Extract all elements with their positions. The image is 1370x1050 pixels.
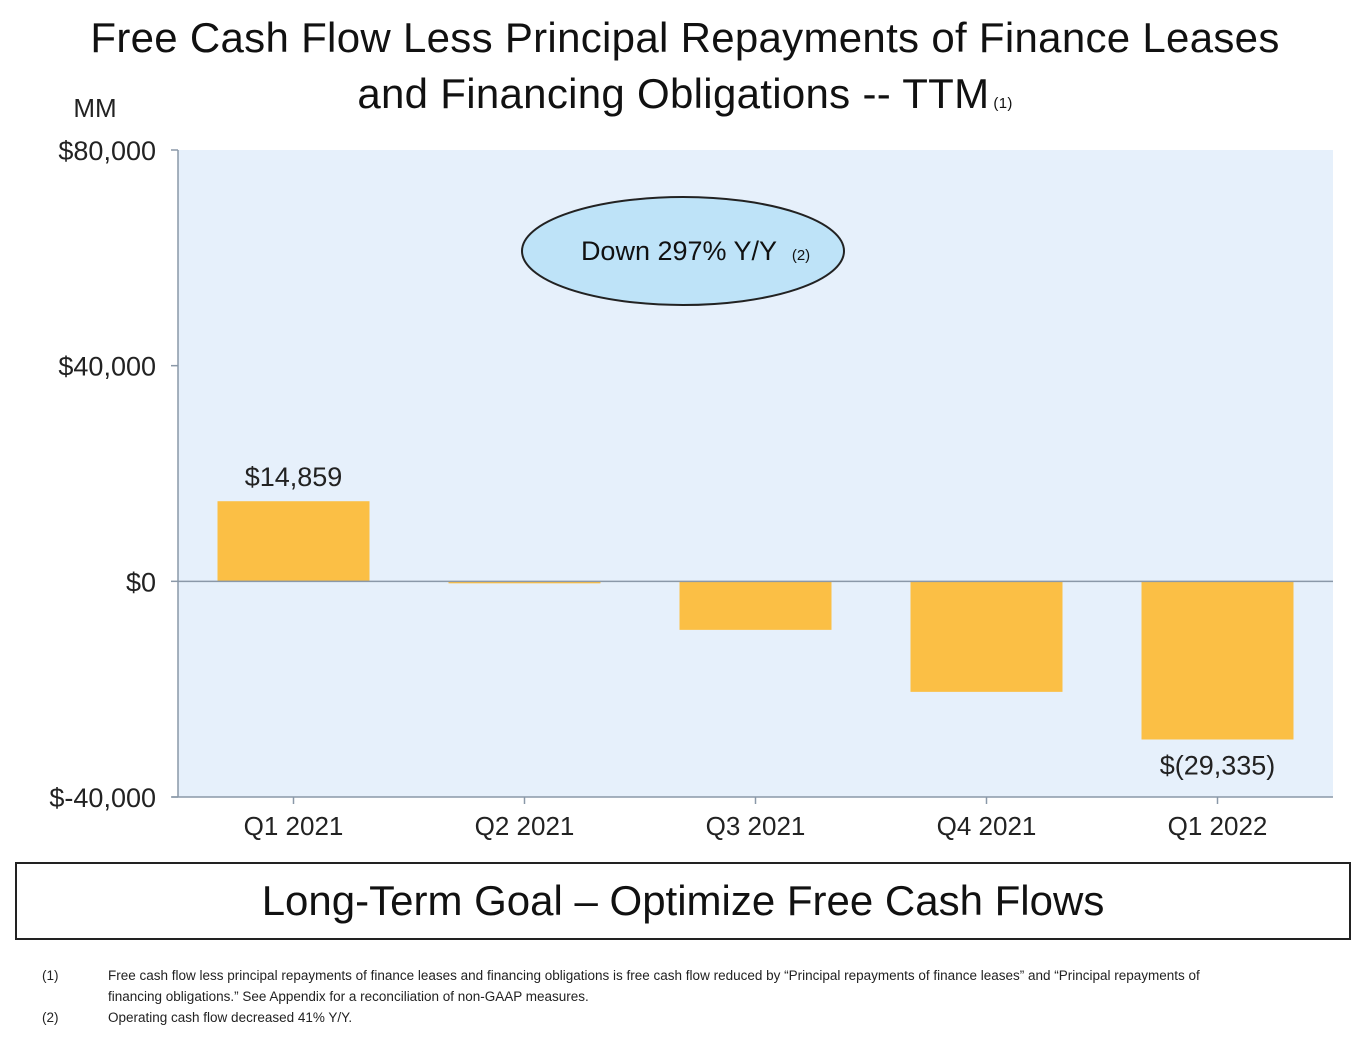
title-footnote-ref: (1) (993, 95, 1013, 112)
callout-ellipse (521, 196, 845, 306)
footnotes: (1) Free cash flow less principal repaym… (42, 965, 1242, 1028)
footnote-2: (2) Operating cash flow decreased 41% Y/… (42, 1010, 353, 1025)
chart-title-line-1: Free Cash Flow Less Principal Repayments… (90, 14, 1280, 61)
bar-q3-2021 (679, 581, 832, 630)
x-tick-label: Q1 2022 (1168, 811, 1268, 841)
y-tick-label: $80,000 (58, 136, 156, 166)
chart-title-line-2: and Financing Obligations -- TTM (1) (357, 70, 1013, 117)
y-tick-label: $40,000 (58, 352, 156, 382)
bar-q4-2021 (910, 581, 1063, 692)
long-term-goal-banner: Long-Term Goal – Optimize Free Cash Flow… (15, 862, 1351, 940)
bar-q1-2021 (217, 501, 370, 582)
y-tick-label: $0 (126, 567, 156, 597)
data-label: $14,859 (245, 462, 343, 492)
footnote-1: (1) Free cash flow less principal repaym… (42, 968, 1200, 1004)
bar-q2-2021 (448, 581, 601, 584)
x-tick-label: Q3 2021 (706, 811, 806, 841)
y-axis-unit-label: MM (73, 93, 116, 123)
x-tick-label: Q4 2021 (937, 811, 1037, 841)
x-tick-label: Q1 2021 (244, 811, 344, 841)
callout-text: Down 297% Y/Y (581, 236, 777, 266)
x-tick-label: Q2 2021 (475, 811, 575, 841)
data-label: $(29,335) (1160, 750, 1276, 780)
bar-q1-2022 (1141, 581, 1294, 740)
callout-footnote-ref: (2) (792, 247, 810, 264)
y-tick-label: $-40,000 (49, 783, 156, 813)
bar-chart: MM $80,000 $40,000 $0 $-40,000 Q1 2021 Q2 2021… (49, 93, 1333, 841)
